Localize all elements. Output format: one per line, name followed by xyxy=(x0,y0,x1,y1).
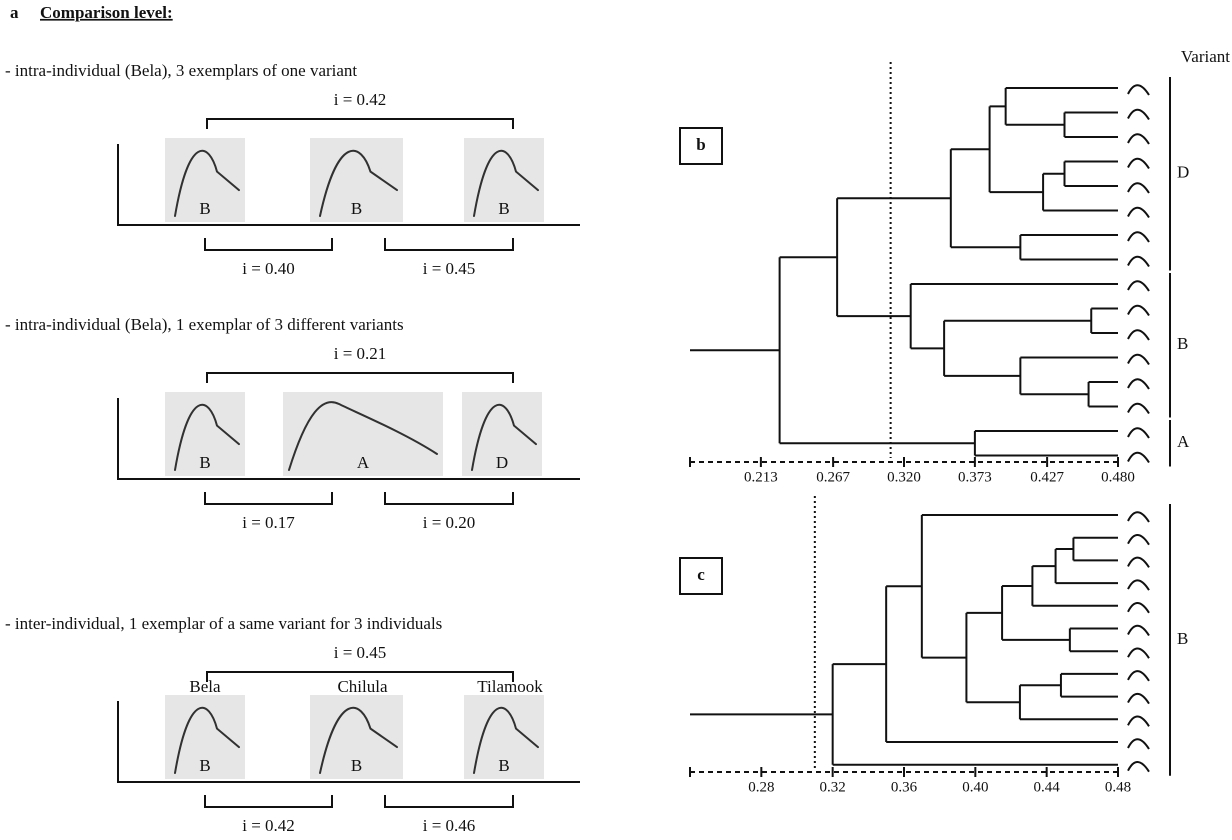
individual-name: Tilamook xyxy=(477,677,543,696)
leaf-icon xyxy=(1127,182,1150,194)
bracket xyxy=(206,118,514,129)
leaf-icon xyxy=(1127,451,1150,464)
comparison-description: - inter-individual, 1 exemplar of a same… xyxy=(5,614,442,633)
leaf-icon xyxy=(1127,280,1150,292)
individual-name: Bela xyxy=(189,677,221,696)
variant-label: A xyxy=(357,453,370,472)
tick-label: 0.32 xyxy=(820,779,846,795)
leaf-icon xyxy=(1127,329,1150,341)
group-label: A xyxy=(1177,432,1190,451)
pair-index: i = 0.42 xyxy=(242,816,295,835)
pair-index: i = 0.20 xyxy=(423,513,476,532)
spectrogram-trace xyxy=(174,403,240,471)
group-label: D xyxy=(1177,163,1189,182)
variant-label: B xyxy=(498,756,509,775)
leaf-icon xyxy=(1127,255,1150,268)
spectrogram-trace xyxy=(471,403,537,471)
leaf-icon xyxy=(1127,427,1150,439)
bracket xyxy=(206,372,514,383)
leaf-icon xyxy=(1127,108,1150,121)
variant-label: B xyxy=(199,199,210,218)
column-title: Variant xyxy=(1181,47,1230,66)
leaf-icon xyxy=(1127,533,1150,546)
overall-index: i = 0.45 xyxy=(334,643,387,662)
tick-label: 0.373 xyxy=(958,469,992,485)
leaf-icon xyxy=(1127,353,1150,366)
bracket xyxy=(204,795,333,808)
overall-index: i = 0.42 xyxy=(334,90,387,109)
group-label: B xyxy=(1177,334,1188,353)
leaf-icon xyxy=(1127,304,1150,317)
variant-label: B xyxy=(199,453,210,472)
leaf-icon xyxy=(1127,692,1150,705)
tick-label: 0.267 xyxy=(816,469,850,485)
leaf-icon xyxy=(1127,715,1150,727)
leaf-icon xyxy=(1127,556,1150,568)
leaf-icon xyxy=(1127,84,1150,96)
leaf-icon xyxy=(1127,670,1150,682)
tick-label: 0.213 xyxy=(744,469,778,485)
variant-label: B xyxy=(351,756,362,775)
spectrogram-trace xyxy=(473,149,539,217)
leaf-icon xyxy=(1127,511,1150,523)
leaf-icon xyxy=(1127,378,1150,390)
pair-index: i = 0.46 xyxy=(423,816,476,835)
tick-label: 0.44 xyxy=(1034,779,1061,795)
panel-letter: b xyxy=(696,135,705,154)
spectrogram-trace xyxy=(473,706,539,774)
leaf-icon xyxy=(1127,402,1150,415)
variant-label: B xyxy=(199,756,210,775)
bracket xyxy=(204,492,333,505)
tick-label: 0.48 xyxy=(1105,779,1131,795)
panel-heading: Comparison level: xyxy=(40,3,173,22)
tick-label: 0.36 xyxy=(891,779,918,795)
pair-index: i = 0.45 xyxy=(423,259,476,278)
letter-box xyxy=(679,127,723,165)
tick-label: 0.427 xyxy=(1030,469,1064,485)
spectrogram-bg xyxy=(283,392,443,476)
leaf-icon xyxy=(1127,579,1150,591)
individual-name: Chilula xyxy=(337,677,388,696)
leaf-icon xyxy=(1127,133,1150,145)
bracket xyxy=(206,671,514,682)
bracket xyxy=(384,795,514,808)
leaf-icon xyxy=(1127,157,1150,170)
spectrogram-trace xyxy=(319,706,398,774)
leaf-icon xyxy=(1127,602,1150,614)
axis xyxy=(117,701,580,783)
group-label: B xyxy=(1177,629,1188,648)
tick-label: 0.40 xyxy=(962,779,988,795)
tick-label: 0.28 xyxy=(748,779,774,795)
pair-index: i = 0.40 xyxy=(242,259,295,278)
spectrogram-trace xyxy=(288,401,438,471)
overall-index: i = 0.21 xyxy=(334,344,387,363)
tick-label: 0.320 xyxy=(887,469,921,485)
spectrogram-trace xyxy=(174,149,240,217)
panel-letter: c xyxy=(697,565,705,584)
variant-label: B xyxy=(498,199,509,218)
pair-index: i = 0.17 xyxy=(242,513,295,532)
bracket xyxy=(384,238,514,251)
panel-letter: a xyxy=(10,3,19,22)
axis xyxy=(117,398,580,480)
leaf-icon xyxy=(1127,760,1150,773)
variant-label: D xyxy=(496,453,508,472)
letter-box xyxy=(679,557,723,595)
leaf-icon xyxy=(1127,206,1150,219)
tick-label: 0.480 xyxy=(1101,469,1135,485)
leaf-icon xyxy=(1127,231,1150,243)
leaf-icon xyxy=(1127,647,1150,659)
comparison-description: - intra-individual (Bela), 3 exemplars o… xyxy=(5,61,357,80)
leaf-icon xyxy=(1127,624,1150,637)
leaf-icon xyxy=(1127,738,1150,750)
variant-label: B xyxy=(351,199,362,218)
bracket xyxy=(204,238,333,251)
spectrogram-trace xyxy=(174,706,240,774)
axis xyxy=(117,144,580,226)
bracket xyxy=(384,492,514,505)
spectrogram-trace xyxy=(319,149,398,217)
comparison-description: - intra-individual (Bela), 1 exemplar of… xyxy=(5,315,404,334)
